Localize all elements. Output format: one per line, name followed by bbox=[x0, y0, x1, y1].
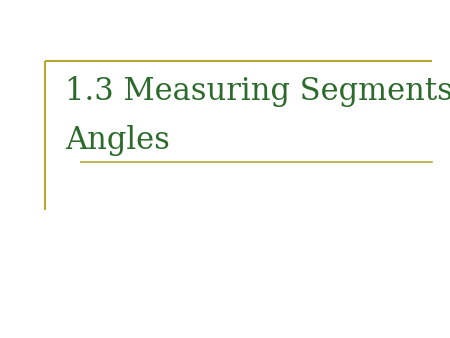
Text: Angles: Angles bbox=[65, 125, 170, 156]
Text: 1.3 Measuring Segments and: 1.3 Measuring Segments and bbox=[65, 76, 450, 107]
